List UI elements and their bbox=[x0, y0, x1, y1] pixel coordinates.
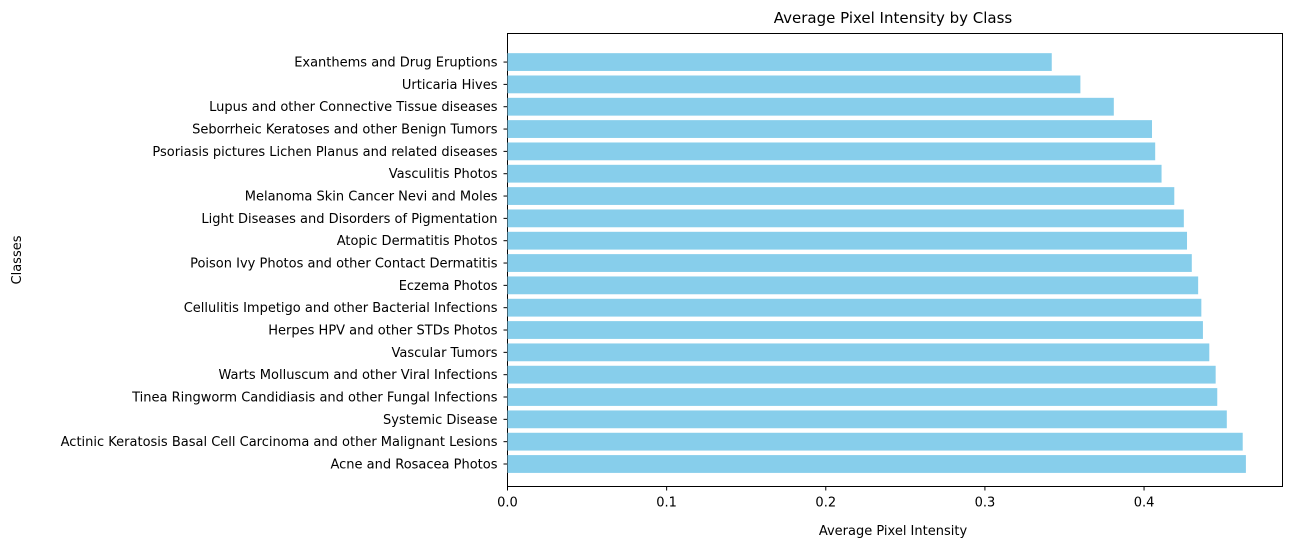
bar bbox=[507, 120, 1153, 138]
bar bbox=[507, 75, 1081, 94]
y-tick-label: Poison Ivy Photos and other Contact Derm… bbox=[190, 257, 498, 272]
bar bbox=[507, 365, 1216, 384]
bar bbox=[507, 53, 1052, 71]
bar bbox=[507, 254, 1192, 272]
bar bbox=[507, 343, 1210, 362]
bars-group bbox=[507, 53, 1246, 473]
y-tick-label: Vasculitis Photos bbox=[389, 167, 498, 182]
bar bbox=[507, 298, 1202, 317]
x-tick-label: 0.4 bbox=[1134, 496, 1155, 511]
x-tick-label: 0.3 bbox=[975, 496, 996, 511]
bar bbox=[507, 187, 1175, 205]
y-tick-label: Seborrheic Keratoses and other Benign Tu… bbox=[192, 123, 498, 138]
y-tick-label: Acne and Rosacea Photos bbox=[330, 458, 497, 473]
y-tick-label: Cellulitis Impetigo and other Bacterial … bbox=[184, 301, 498, 316]
bar bbox=[507, 276, 1199, 295]
y-tick-label: Urticaria Hives bbox=[402, 78, 498, 93]
bar bbox=[507, 321, 1203, 339]
y-tick-label: Exanthems and Drug Eruptions bbox=[294, 56, 498, 71]
bar bbox=[507, 164, 1162, 183]
y-tick-label: Herpes HPV and other STDs Photos bbox=[268, 324, 497, 339]
bar bbox=[507, 142, 1156, 161]
y-tick-label: Warts Molluscum and other Viral Infectio… bbox=[218, 368, 497, 383]
y-tick-label: Melanoma Skin Cancer Nevi and Moles bbox=[245, 190, 498, 205]
y-axis-ticks: Acne and Rosacea Photos Actinic Keratosis… bbox=[61, 56, 508, 473]
y-tick-label: Actinic Keratosis Basal Cell Carcinoma a… bbox=[61, 435, 498, 450]
bar bbox=[507, 455, 1246, 473]
y-tick-label: Eczema Photos bbox=[399, 279, 498, 294]
y-tick-label: Tinea Ringworm Candidiasis and other Fun… bbox=[131, 391, 498, 406]
y-tick-label: Vascular Tumors bbox=[391, 346, 497, 361]
x-tick-label: 0.2 bbox=[815, 496, 836, 511]
bar bbox=[507, 97, 1114, 116]
x-axis-ticks: 0.0 0.1 0.2 0.3 0.4 bbox=[497, 486, 1155, 511]
bar bbox=[507, 432, 1243, 451]
y-tick-label: Systemic Disease bbox=[383, 413, 498, 428]
y-tick-label: Lupus and other Connective Tissue diseas… bbox=[209, 100, 498, 115]
x-tick-label: 0.1 bbox=[656, 496, 677, 511]
y-axis-label: Classes bbox=[10, 235, 25, 284]
bar bbox=[507, 231, 1188, 250]
y-tick-label: Psoriasis pictures Lichen Planus and rel… bbox=[152, 145, 497, 160]
y-tick-label: Light Diseases and Disorders of Pigmenta… bbox=[201, 212, 497, 227]
bar bbox=[507, 209, 1184, 228]
chart-title: Average Pixel Intensity by Class bbox=[774, 9, 1013, 27]
y-tick-label: Atopic Dermatitis Photos bbox=[337, 234, 498, 249]
bar bbox=[507, 388, 1218, 406]
bar bbox=[507, 410, 1227, 429]
x-tick-label: 0.0 bbox=[497, 496, 518, 511]
x-axis-label: Average Pixel Intensity bbox=[819, 524, 968, 539]
